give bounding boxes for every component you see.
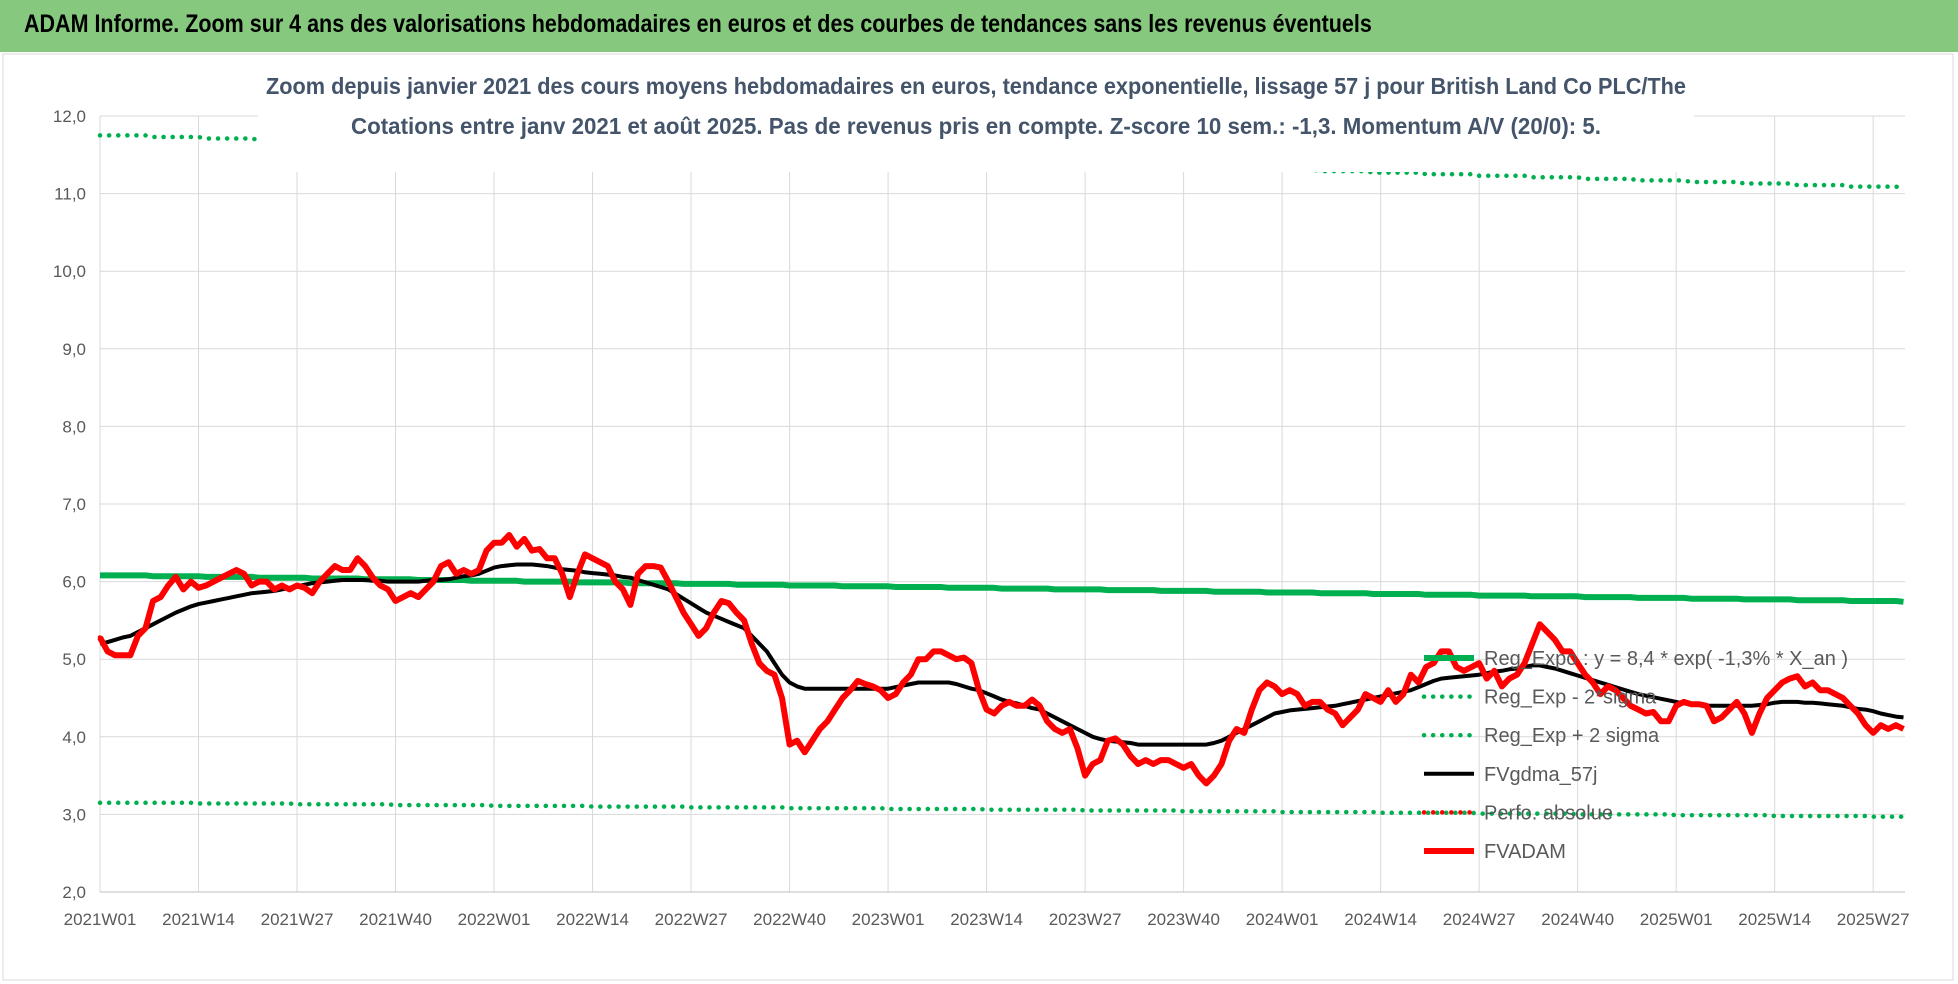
- y-tick-label: 6,0: [62, 573, 86, 592]
- y-tick-label: 3,0: [62, 805, 86, 824]
- x-tick-label: 2022W14: [556, 910, 629, 929]
- x-tick-label: 2022W40: [753, 910, 826, 929]
- y-tick-label: 12,0: [53, 107, 86, 126]
- x-tick-label: 2025W14: [1738, 910, 1811, 929]
- y-tick-label: 9,0: [62, 340, 86, 359]
- x-tick-label: 2021W01: [64, 910, 137, 929]
- chart-frame: [2, 53, 1954, 981]
- chart-subtitle: Cotations entre janv 2021 et août 2025. …: [351, 113, 1601, 139]
- x-tick-label: 2021W27: [261, 910, 334, 929]
- legend-label: Reg_Expo : y = 8,4 * exp( -1,3% * X_an ): [1484, 648, 1848, 670]
- y-tick-label: 5,0: [62, 650, 86, 669]
- y-tick-label: 11,0: [54, 185, 86, 204]
- legend-label: Reg_Exp - 2*sigma: [1484, 687, 1657, 709]
- x-tick-label: 2024W27: [1443, 910, 1516, 929]
- y-tick-label: 8,0: [62, 417, 86, 436]
- x-tick-label: 2023W27: [1049, 910, 1122, 929]
- series-line: [97, 800, 1906, 819]
- x-tick-label: 2022W27: [655, 910, 728, 929]
- chart: 2,0 3,0 4,0 5,0 6,0 7,0 8,0 9,0 10,0 11,0 12,0 2021…: [2, 53, 1954, 981]
- y-tick-label: 7,0: [62, 495, 86, 514]
- title-backdrop: [258, 74, 1694, 172]
- legend-label: FVgdma_57j: [1484, 764, 1597, 786]
- chart-title: Zoom depuis janvier 2021 des cours moyen…: [266, 73, 1686, 99]
- series-line: [100, 572, 1904, 605]
- x-tick-label: 2022W01: [458, 910, 531, 929]
- x-tick-label: 2024W01: [1246, 910, 1319, 929]
- x-tick-label: 2023W14: [950, 910, 1023, 929]
- x-tick-label: 2023W01: [852, 910, 925, 929]
- x-tick-label: 2024W40: [1541, 910, 1614, 929]
- legend-label: Reg_Exp + 2 sigma: [1484, 725, 1660, 747]
- series-line: [97, 532, 1905, 787]
- legend-label: Perfo. absolue: [1484, 802, 1613, 824]
- x-tick-label: 2021W40: [359, 910, 432, 929]
- banner: ADAM Informe. Zoom sur 4 ans des valoris…: [0, 0, 1958, 52]
- x-tick-label: 2025W27: [1837, 910, 1910, 929]
- x-tick-label: 2025W01: [1640, 910, 1713, 929]
- x-tick-label: 2021W14: [162, 910, 235, 929]
- y-tick-label: 4,0: [62, 728, 86, 747]
- y-tick-label: 2,0: [62, 883, 86, 902]
- legend-label: FVADAM: [1484, 841, 1566, 863]
- banner-title: ADAM Informe. Zoom sur 4 ans des valoris…: [24, 10, 1372, 38]
- x-tick-label: 2024W14: [1344, 910, 1417, 929]
- series-line: [99, 562, 1904, 747]
- x-tick-label: 2023W40: [1147, 910, 1220, 929]
- y-tick-label: 10,0: [53, 262, 86, 281]
